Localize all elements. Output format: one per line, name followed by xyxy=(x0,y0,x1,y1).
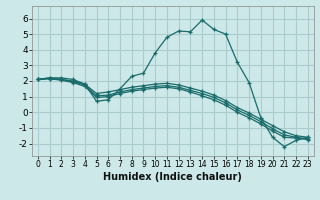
X-axis label: Humidex (Indice chaleur): Humidex (Indice chaleur) xyxy=(103,172,242,182)
